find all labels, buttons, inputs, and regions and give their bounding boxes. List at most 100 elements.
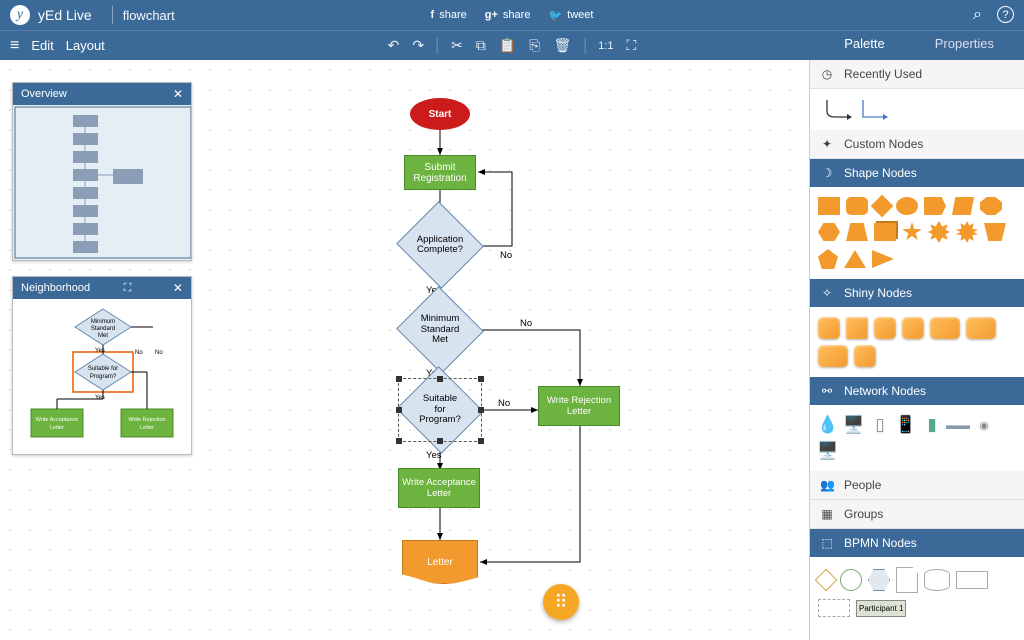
- node-min-standard[interactable]: MinimumStandardMet: [408, 300, 472, 360]
- shape-star8[interactable]: [956, 221, 978, 243]
- close-icon[interactable]: ✕: [173, 281, 183, 295]
- overview-panel[interactable]: Overview ✕: [12, 82, 192, 261]
- shape-chevron[interactable]: [924, 197, 946, 215]
- menu-layout[interactable]: Layout: [66, 38, 105, 53]
- palette-recently-used[interactable]: ◷Recently Used: [810, 60, 1024, 89]
- bpmn-dashed[interactable]: [818, 599, 850, 617]
- shape-rect3d[interactable]: [874, 223, 896, 241]
- toolbar: ↶ ↷ ✂ ⧉ 📋 ⎘ 🗑 1:1 ⛶: [388, 37, 637, 54]
- shape-roundrect[interactable]: [846, 197, 868, 215]
- shape-hexagon[interactable]: [818, 223, 840, 241]
- node-rejection[interactable]: Write RejectionLetter: [538, 386, 620, 426]
- shape-rect[interactable]: [818, 197, 840, 215]
- network-phone-icon[interactable]: 📱: [896, 415, 916, 435]
- shape-star[interactable]: [902, 222, 922, 242]
- bpmn-cylinder[interactable]: [924, 569, 950, 591]
- shape-trapezoid[interactable]: [846, 223, 868, 241]
- svg-text:Minimum: Minimum: [91, 319, 115, 325]
- duplicate-icon[interactable]: ⎘: [529, 37, 540, 54]
- undo-icon[interactable]: ↶: [388, 37, 400, 54]
- network-icon: ⚯: [820, 384, 834, 398]
- network-router-icon[interactable]: ▬▬: [948, 415, 968, 435]
- shiny-shape[interactable]: [966, 317, 996, 339]
- svg-text:No: No: [155, 350, 163, 356]
- fullscreen-icon[interactable]: ⛶: [627, 37, 637, 54]
- palette-shiny-nodes[interactable]: ✧Shiny Nodes: [810, 279, 1024, 307]
- tab-properties[interactable]: Properties: [935, 36, 994, 56]
- edge-style-icon[interactable]: [861, 97, 891, 122]
- node-suitable[interactable]: Suitable forProgram?: [408, 380, 472, 440]
- network-monitor-icon[interactable]: 🖥️: [844, 415, 864, 435]
- cut-icon[interactable]: ✂: [451, 37, 463, 54]
- neighborhood-panel[interactable]: Neighborhood⛶✕ Minimum Standard Met Suit…: [12, 276, 192, 455]
- menu-edit[interactable]: Edit: [31, 38, 53, 53]
- network-modem-icon[interactable]: ◉: [974, 415, 994, 435]
- svg-text:Yes: Yes: [95, 395, 105, 401]
- close-icon[interactable]: ✕: [173, 87, 183, 101]
- palette-network-nodes[interactable]: ⚯Network Nodes: [810, 377, 1024, 405]
- shape-triangle2[interactable]: [872, 250, 894, 268]
- network-desktop-icon[interactable]: 🖥️: [818, 441, 838, 461]
- paste-icon[interactable]: 📋: [499, 37, 516, 54]
- menu-bar: ≡ Edit Layout ↶ ↷ ✂ ⧉ 📋 ⎘ 🗑 1:1 ⛶ Palett…: [0, 30, 1024, 60]
- zoom-fit-icon[interactable]: 1:1: [598, 40, 613, 52]
- bpmn-circle[interactable]: [840, 569, 862, 591]
- network-tablet-icon[interactable]: ▮: [922, 415, 942, 435]
- share-twitter[interactable]: 🐦tweet: [548, 9, 593, 22]
- palette-groups[interactable]: ▦Groups: [810, 500, 1024, 529]
- redo-icon[interactable]: ↷: [412, 37, 424, 54]
- shape-pentagon[interactable]: [818, 249, 838, 269]
- network-server-icon[interactable]: ▯: [870, 415, 890, 435]
- shape-triangle[interactable]: [844, 250, 866, 268]
- canvas[interactable]: Overview ✕: [0, 60, 809, 640]
- edge-style-icon[interactable]: [825, 97, 855, 122]
- app-logo[interactable]: y: [10, 5, 30, 25]
- shape-burst[interactable]: [928, 221, 950, 243]
- network-water-icon[interactable]: 💧: [818, 415, 838, 435]
- trash-icon[interactable]: 🗑: [553, 37, 571, 54]
- shiny-shape[interactable]: [818, 317, 840, 339]
- copy-icon[interactable]: ⧉: [476, 37, 486, 54]
- help-icon[interactable]: ?: [997, 6, 1014, 23]
- node-letter[interactable]: Letter: [402, 540, 478, 584]
- share-bar: fshare g+share 🐦tweet: [431, 9, 594, 22]
- bpmn-participant[interactable]: Participant 1: [856, 600, 906, 617]
- palette-people[interactable]: 👥People: [810, 471, 1024, 500]
- shiny-shape[interactable]: [874, 317, 896, 339]
- node-app-complete[interactable]: ApplicationComplete?: [408, 215, 472, 275]
- palette-shape-nodes[interactable]: ☽Shape Nodes: [810, 159, 1024, 187]
- overview-title: Overview: [21, 88, 67, 100]
- share-facebook[interactable]: fshare: [431, 9, 467, 22]
- shape-diamond[interactable]: [871, 195, 894, 218]
- search-icon[interactable]: ⌕: [973, 6, 982, 24]
- shiny-shape[interactable]: [930, 317, 960, 339]
- node-start[interactable]: Start: [410, 98, 470, 130]
- palette-bpmn-nodes[interactable]: ⬚BPMN Nodes: [810, 529, 1024, 557]
- palette-custom-nodes[interactable]: ✦Custom Nodes: [810, 130, 1024, 159]
- people-icon: 👥: [820, 478, 834, 492]
- bpmn-doc[interactable]: [896, 567, 918, 593]
- shape-octagon[interactable]: [980, 197, 1002, 215]
- shape-parallel[interactable]: [952, 197, 974, 215]
- share-google[interactable]: g+share: [485, 9, 531, 22]
- bpmn-rect[interactable]: [956, 571, 988, 589]
- shape-ellipse[interactable]: [896, 197, 918, 215]
- node-acceptance[interactable]: Write AcceptanceLetter: [398, 468, 480, 508]
- expand-icon[interactable]: ⛶: [124, 282, 132, 295]
- menu-icon[interactable]: ≡: [10, 37, 19, 55]
- fab-button[interactable]: ⠿: [543, 584, 579, 620]
- shape-trapezoid2[interactable]: [984, 223, 1006, 241]
- shiny-shape[interactable]: [818, 345, 848, 367]
- svg-text:Yes: Yes: [95, 348, 105, 354]
- tab-palette[interactable]: Palette: [844, 36, 884, 56]
- document-name[interactable]: flowchart: [123, 8, 175, 23]
- svg-text:Letter: Letter: [50, 425, 64, 431]
- header-bar: y yEd Live flowchart fshare g+share 🐦twe…: [0, 0, 1024, 30]
- node-submit[interactable]: SubmitRegistration: [404, 155, 476, 190]
- app-name: yEd Live: [38, 7, 92, 23]
- shiny-shape[interactable]: [846, 317, 868, 339]
- bpmn-hex[interactable]: [868, 569, 890, 591]
- bpmn-diamond[interactable]: [815, 569, 838, 592]
- shiny-shape[interactable]: [902, 317, 924, 339]
- shiny-shape[interactable]: [854, 345, 876, 367]
